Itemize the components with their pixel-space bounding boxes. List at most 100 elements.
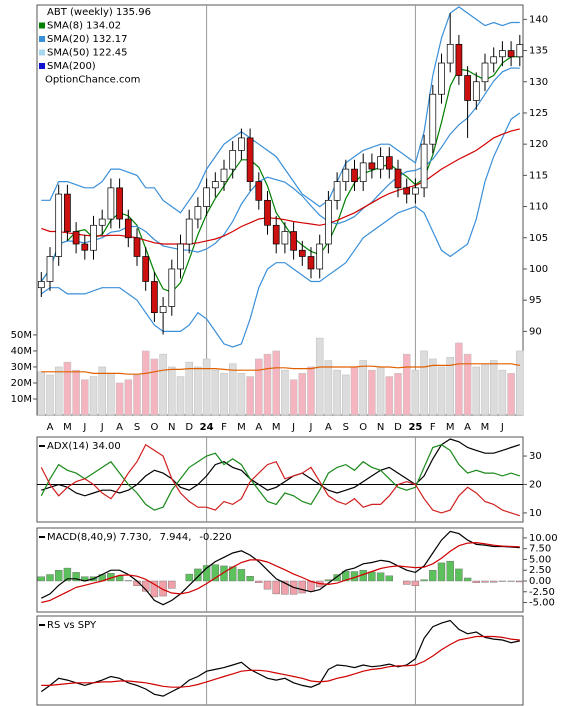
legend-entry: RS vs SPY — [47, 620, 97, 631]
volume-bar — [411, 369, 420, 416]
volume-bar — [255, 358, 263, 416]
histogram-bar — [211, 564, 220, 582]
legend-swatch — [39, 49, 45, 56]
candle-body — [124, 218, 132, 239]
candle-body — [499, 50, 506, 58]
volume-bar — [107, 373, 115, 416]
volume-bar — [385, 376, 394, 416]
y-tick-label: 130 — [529, 77, 548, 88]
histogram-bar — [272, 580, 280, 595]
candle-body — [325, 199, 332, 245]
y-tick-label: 20 — [529, 479, 542, 490]
candle-body — [185, 218, 193, 245]
volume-bar — [272, 350, 280, 416]
histogram-bar — [150, 580, 159, 598]
x-tick-label: S — [134, 422, 140, 433]
candle-body — [516, 44, 524, 58]
legend-entry: 7.944, — [160, 532, 192, 543]
volume-bar — [455, 342, 463, 416]
volume-bar — [72, 369, 80, 416]
candle-body — [246, 137, 254, 182]
y-tick-label: 20M — [11, 378, 32, 389]
series-line — [40, 67, 520, 282]
volume-bar — [402, 353, 411, 416]
histogram-bar — [403, 580, 411, 585]
volume-bar — [63, 361, 72, 416]
candle-body — [81, 243, 89, 251]
histogram-bar — [46, 574, 54, 582]
histogram-bar — [429, 570, 437, 582]
histogram-bar — [437, 562, 446, 582]
candle-body — [368, 162, 376, 170]
candle-body — [316, 243, 324, 270]
candle-body — [359, 162, 367, 182]
candle-body — [446, 43, 454, 64]
candle-body — [342, 168, 350, 182]
x-tick-label: M — [446, 422, 455, 433]
y-tick-label: 140 — [529, 14, 548, 25]
volume-bar — [124, 379, 133, 416]
histogram-bar — [246, 576, 254, 582]
volume-bar — [394, 373, 402, 416]
candle-body — [37, 281, 45, 289]
x-tick-label: N — [168, 422, 175, 433]
candle-body — [307, 256, 315, 270]
candle-body — [211, 181, 219, 189]
y-tick-label: 95 — [529, 295, 542, 306]
x-tick-label: S — [343, 422, 349, 433]
volume-bar — [237, 373, 246, 416]
x-tick-label: F — [221, 422, 227, 433]
candle-body — [238, 137, 245, 151]
histogram-bar — [220, 565, 228, 582]
candle-body — [333, 181, 341, 201]
x-tick-label: J — [291, 422, 295, 433]
volume-bar — [516, 350, 524, 416]
y-tick-label: 40M — [11, 346, 32, 357]
histogram-bar — [194, 568, 202, 582]
histogram-bar — [159, 580, 167, 597]
series-line — [41, 438, 520, 497]
volume-bar — [281, 369, 289, 416]
histogram-bar — [63, 567, 72, 582]
volume-bar — [437, 366, 446, 416]
volume-bar — [481, 363, 489, 416]
candle-body — [490, 56, 498, 64]
candle-body — [203, 187, 210, 207]
legend-entry: ADX(14) 34.00 — [47, 441, 121, 452]
volume-bar — [185, 361, 193, 416]
volume-bar — [324, 360, 333, 416]
candle-body — [194, 206, 202, 220]
volume-bar — [194, 366, 202, 416]
legend-swatch — [39, 63, 45, 69]
candle-body — [98, 218, 106, 226]
candle-body — [290, 231, 297, 251]
volume-bar — [368, 369, 376, 416]
candle-body — [133, 237, 141, 257]
candle-body — [64, 193, 71, 232]
candle-body — [272, 224, 280, 245]
series-line — [40, 619, 520, 697]
histogram-bar — [168, 580, 176, 589]
histogram-bar — [368, 571, 376, 582]
histogram-bar — [281, 580, 289, 595]
series-line — [41, 530, 520, 606]
series-line — [41, 6, 520, 214]
histogram-bar — [481, 580, 489, 583]
volume-bar — [246, 376, 254, 416]
volume-bar — [429, 358, 437, 416]
x-tick-label: M — [63, 422, 72, 433]
volume-bar — [133, 374, 141, 416]
histogram-bar — [376, 572, 385, 582]
candle-body — [472, 81, 480, 101]
candle-body — [429, 93, 437, 145]
x-tick-label: D — [185, 422, 193, 433]
x-tick-label: O — [150, 422, 158, 433]
histogram-bar — [385, 575, 393, 582]
histogram-bar — [37, 576, 45, 582]
candle-body — [438, 62, 445, 95]
y-tick-label: 10.00 — [529, 533, 558, 544]
candle-body — [385, 156, 393, 170]
volume-bar — [507, 373, 515, 416]
candle-body — [481, 62, 489, 83]
y-tick-label: 105 — [529, 233, 548, 244]
